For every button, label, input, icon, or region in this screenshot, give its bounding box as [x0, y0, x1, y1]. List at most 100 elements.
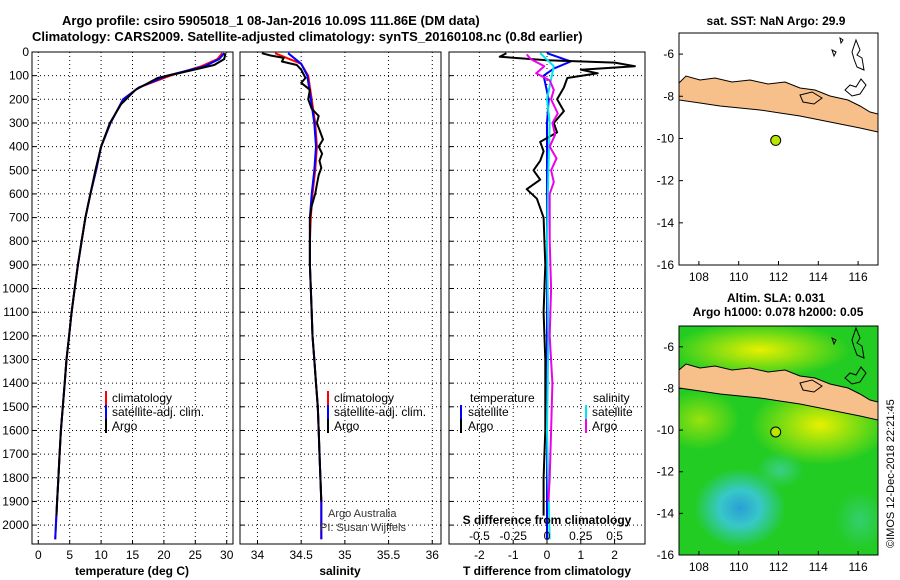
ytick-label: 2000: [2, 518, 29, 532]
series-temperature-argo: [498, 52, 636, 516]
xtick-label: 25: [189, 548, 203, 562]
s-xtick-label: -0.25: [500, 529, 528, 543]
map-xtick-label: 114: [809, 560, 828, 574]
sla-map-title-2: Argo h1000: 0.078 h2000: 0.05: [693, 305, 864, 319]
madura-island: [799, 91, 823, 105]
xtick-label: -1: [508, 548, 519, 562]
map-xtick-label: 112: [769, 560, 788, 574]
temperature-xlabel: temperature (deg C): [75, 564, 189, 578]
ytick-label: 1900: [2, 494, 29, 508]
annotation-line-2: PI: Susan Wijffels: [320, 522, 406, 534]
xtick-label: 0: [544, 548, 551, 562]
map-ytick-label: -8: [663, 89, 674, 103]
legend-argo-label: Argo: [112, 419, 138, 433]
map-xtick-label: 110: [729, 270, 748, 284]
xtick-label: 35: [338, 548, 352, 562]
s-xtick-label: 0.25: [569, 529, 593, 543]
t-difference-xlabel: T difference from climatology: [463, 564, 631, 578]
sla-map-ticks: 108 110 112 114 116 -6 -8 -10 -12 -14 -16: [657, 340, 868, 574]
difference-legend: temperature satellite Argo salinity sate…: [460, 391, 633, 433]
map-xtick-label: 108: [689, 560, 709, 574]
small-island-outline-2: [831, 49, 837, 58]
xtick-label: 10: [94, 548, 108, 562]
ytick-label: 1100: [3, 305, 29, 319]
ytick-label: 700: [9, 211, 29, 225]
sst-map-ticks: 108 110 112 114 116 -6 -8 -10 -12 -14 -16: [657, 47, 868, 284]
s-xtick-label: 0.5: [606, 529, 623, 543]
salinity-frame: [239, 51, 442, 545]
legend-satellite-adj-label: satellite-adj. clim.: [112, 405, 204, 419]
ytick-label: 400: [9, 140, 29, 154]
ytick-label: 0: [22, 45, 29, 59]
legend-s-satellite-label: satellite: [592, 405, 633, 419]
temperature-legend: climatology satellite-adj. clim. Argo: [105, 391, 204, 433]
xtick-label: 30: [220, 548, 234, 562]
title-line-2: Climatology: CARS2009. Satellite-adjuste…: [32, 29, 583, 44]
xtick-label: 20: [157, 548, 171, 562]
map-ytick-label: -10: [657, 131, 675, 145]
sla-field: [679, 326, 878, 555]
ytick-label: 1400: [2, 376, 29, 390]
xtick-label: 15: [126, 548, 140, 562]
ytick-label: 900: [9, 258, 29, 272]
legend-climatology-label: climatology: [334, 391, 394, 405]
difference-panel: -2 -1 0 1 2 temperature satellite Argo salin…: [448, 51, 646, 578]
legend-salinity-title: salinity: [593, 391, 630, 405]
legend-s-argo-label: Argo: [592, 419, 618, 433]
map-ytick-label: -12: [657, 465, 675, 479]
ytick-label: 1800: [2, 471, 29, 485]
ytick-label: 1000: [2, 282, 29, 296]
bali-coast: [844, 78, 867, 97]
xtick-label: 34.5: [289, 548, 313, 562]
sla-high-band-north: [679, 326, 850, 378]
legend-satellite-adj-label: satellite-adj. clim.: [334, 405, 426, 419]
sla-low-southwest: [694, 468, 786, 548]
salinity-series: [261, 52, 324, 540]
ytick-label: 1600: [2, 423, 29, 437]
s-difference-ticks: -0.5 -0.25 0 0.25 0.5: [469, 529, 623, 543]
map-ytick-label: -10: [657, 423, 675, 437]
series-argo: [55, 52, 227, 516]
legend-temperature-title: temperature: [470, 391, 535, 405]
series-argo: [261, 52, 324, 502]
ytick-label: 500: [9, 163, 29, 177]
xtick-label: -2: [474, 548, 485, 562]
ytick-label: 200: [9, 92, 29, 106]
xtick-label: 2: [611, 548, 618, 562]
ytick-label: 800: [9, 234, 29, 248]
legend-argo-label: Argo: [334, 419, 360, 433]
sst-map-panel: sat. SST: NaN Argo: 29.9 108 110 112 114 116…: [657, 14, 879, 284]
small-island-outline: [851, 38, 865, 71]
bali-coast: [844, 366, 867, 385]
map-xtick-label: 116: [849, 270, 868, 284]
map-ytick-label: -16: [657, 258, 675, 272]
argo-float-position: [770, 134, 782, 146]
xtick-label: 34: [251, 548, 265, 562]
series-salinity-argo: [525, 53, 559, 502]
map-ytick-label: -14: [657, 506, 675, 520]
map-xtick-label: 108: [689, 270, 709, 284]
legend-climatology-label: climatology: [112, 391, 172, 405]
salinity-ticks: 34 34.5 35 35.5 36: [240, 51, 439, 562]
s-xtick-label: -0.5: [469, 529, 490, 543]
map-xtick-label: 114: [809, 270, 828, 284]
sst-map-water: [679, 33, 878, 265]
temperature-frame: [31, 51, 234, 545]
ytick-label: 1300: [2, 353, 29, 367]
series-salinity-satellite: [539, 52, 555, 540]
map-ytick-label: -6: [663, 47, 674, 61]
map-xtick-label: 116: [849, 560, 868, 574]
map-ytick-label: -14: [657, 216, 675, 230]
salinity-grid: [240, 51, 441, 544]
argo-float-position: [770, 426, 782, 438]
temperature-ticks: 0100200300400500600700800900100011001200…: [2, 45, 233, 562]
s-xtick-label: 0: [544, 529, 551, 543]
ytick-label: 600: [9, 187, 29, 201]
temperature-series: [54, 52, 227, 540]
legend-t-argo-label: Argo: [468, 419, 494, 433]
map-xtick-label: 112: [769, 270, 788, 284]
salinity-legend: climatology satellite-adj. clim. Argo: [327, 391, 426, 433]
ytick-label: 300: [9, 116, 29, 130]
ytick-label: 1500: [2, 400, 29, 414]
